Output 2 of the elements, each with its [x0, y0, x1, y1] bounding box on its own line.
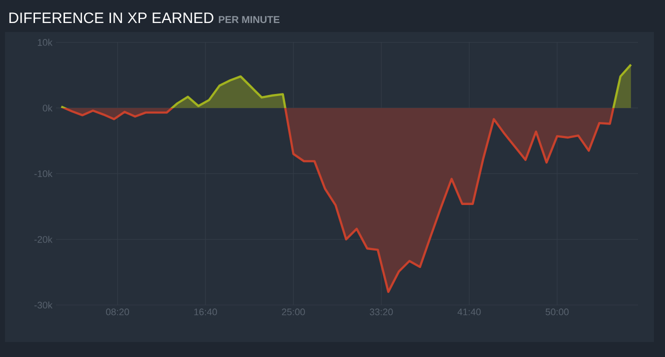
chart-subtitle: PER MINUTE [218, 16, 280, 24]
chart-title: DIFFERENCE IN XP EARNED [9, 12, 214, 24]
